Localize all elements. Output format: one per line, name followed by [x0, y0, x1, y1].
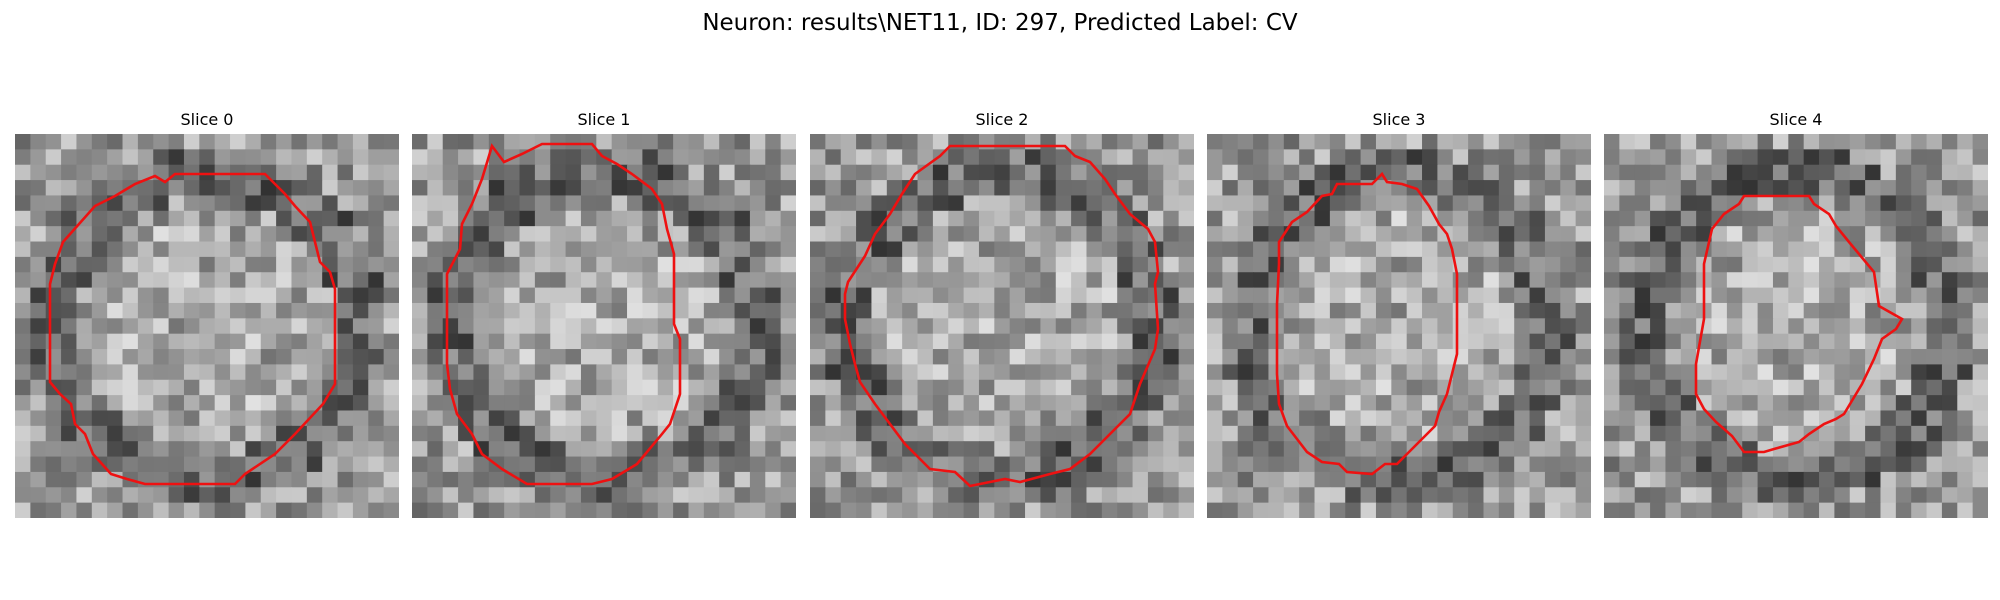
slice-panel-4: Slice 4: [1604, 110, 1988, 518]
roi-outline: [48, 172, 337, 486]
slice-title-2: Slice 2: [975, 110, 1029, 129]
grayscale-pixels: [1604, 134, 1988, 518]
figure-title: Neuron: results\NET11, ID: 297, Predicte…: [702, 10, 1298, 36]
slice-panel-2: Slice 2: [810, 110, 1194, 518]
slice-panel-0: Slice 0: [15, 110, 399, 518]
roi-outline: [445, 142, 682, 486]
grayscale-pixels: [1207, 134, 1591, 518]
slice-image-2: [810, 134, 1194, 518]
roi-outline: [1275, 171, 1459, 476]
slice-title-1: Slice 1: [577, 110, 631, 129]
grayscale-pixels: [412, 134, 796, 518]
grayscale-pixels: [810, 134, 1194, 518]
slice-image-1: [412, 134, 796, 518]
grayscale-pixels: [15, 134, 399, 518]
roi-outline: [843, 144, 1160, 488]
roi-outline: [1694, 194, 1904, 454]
slice-title-4: Slice 4: [1769, 110, 1823, 129]
slice-panel-1: Slice 1: [412, 110, 796, 518]
slice-title-0: Slice 0: [180, 110, 234, 129]
slice-panel-3: Slice 3: [1207, 110, 1591, 518]
slice-image-4: [1604, 134, 1988, 518]
slice-title-3: Slice 3: [1372, 110, 1426, 129]
slice-image-3: [1207, 134, 1591, 518]
slice-image-0: [15, 134, 399, 518]
